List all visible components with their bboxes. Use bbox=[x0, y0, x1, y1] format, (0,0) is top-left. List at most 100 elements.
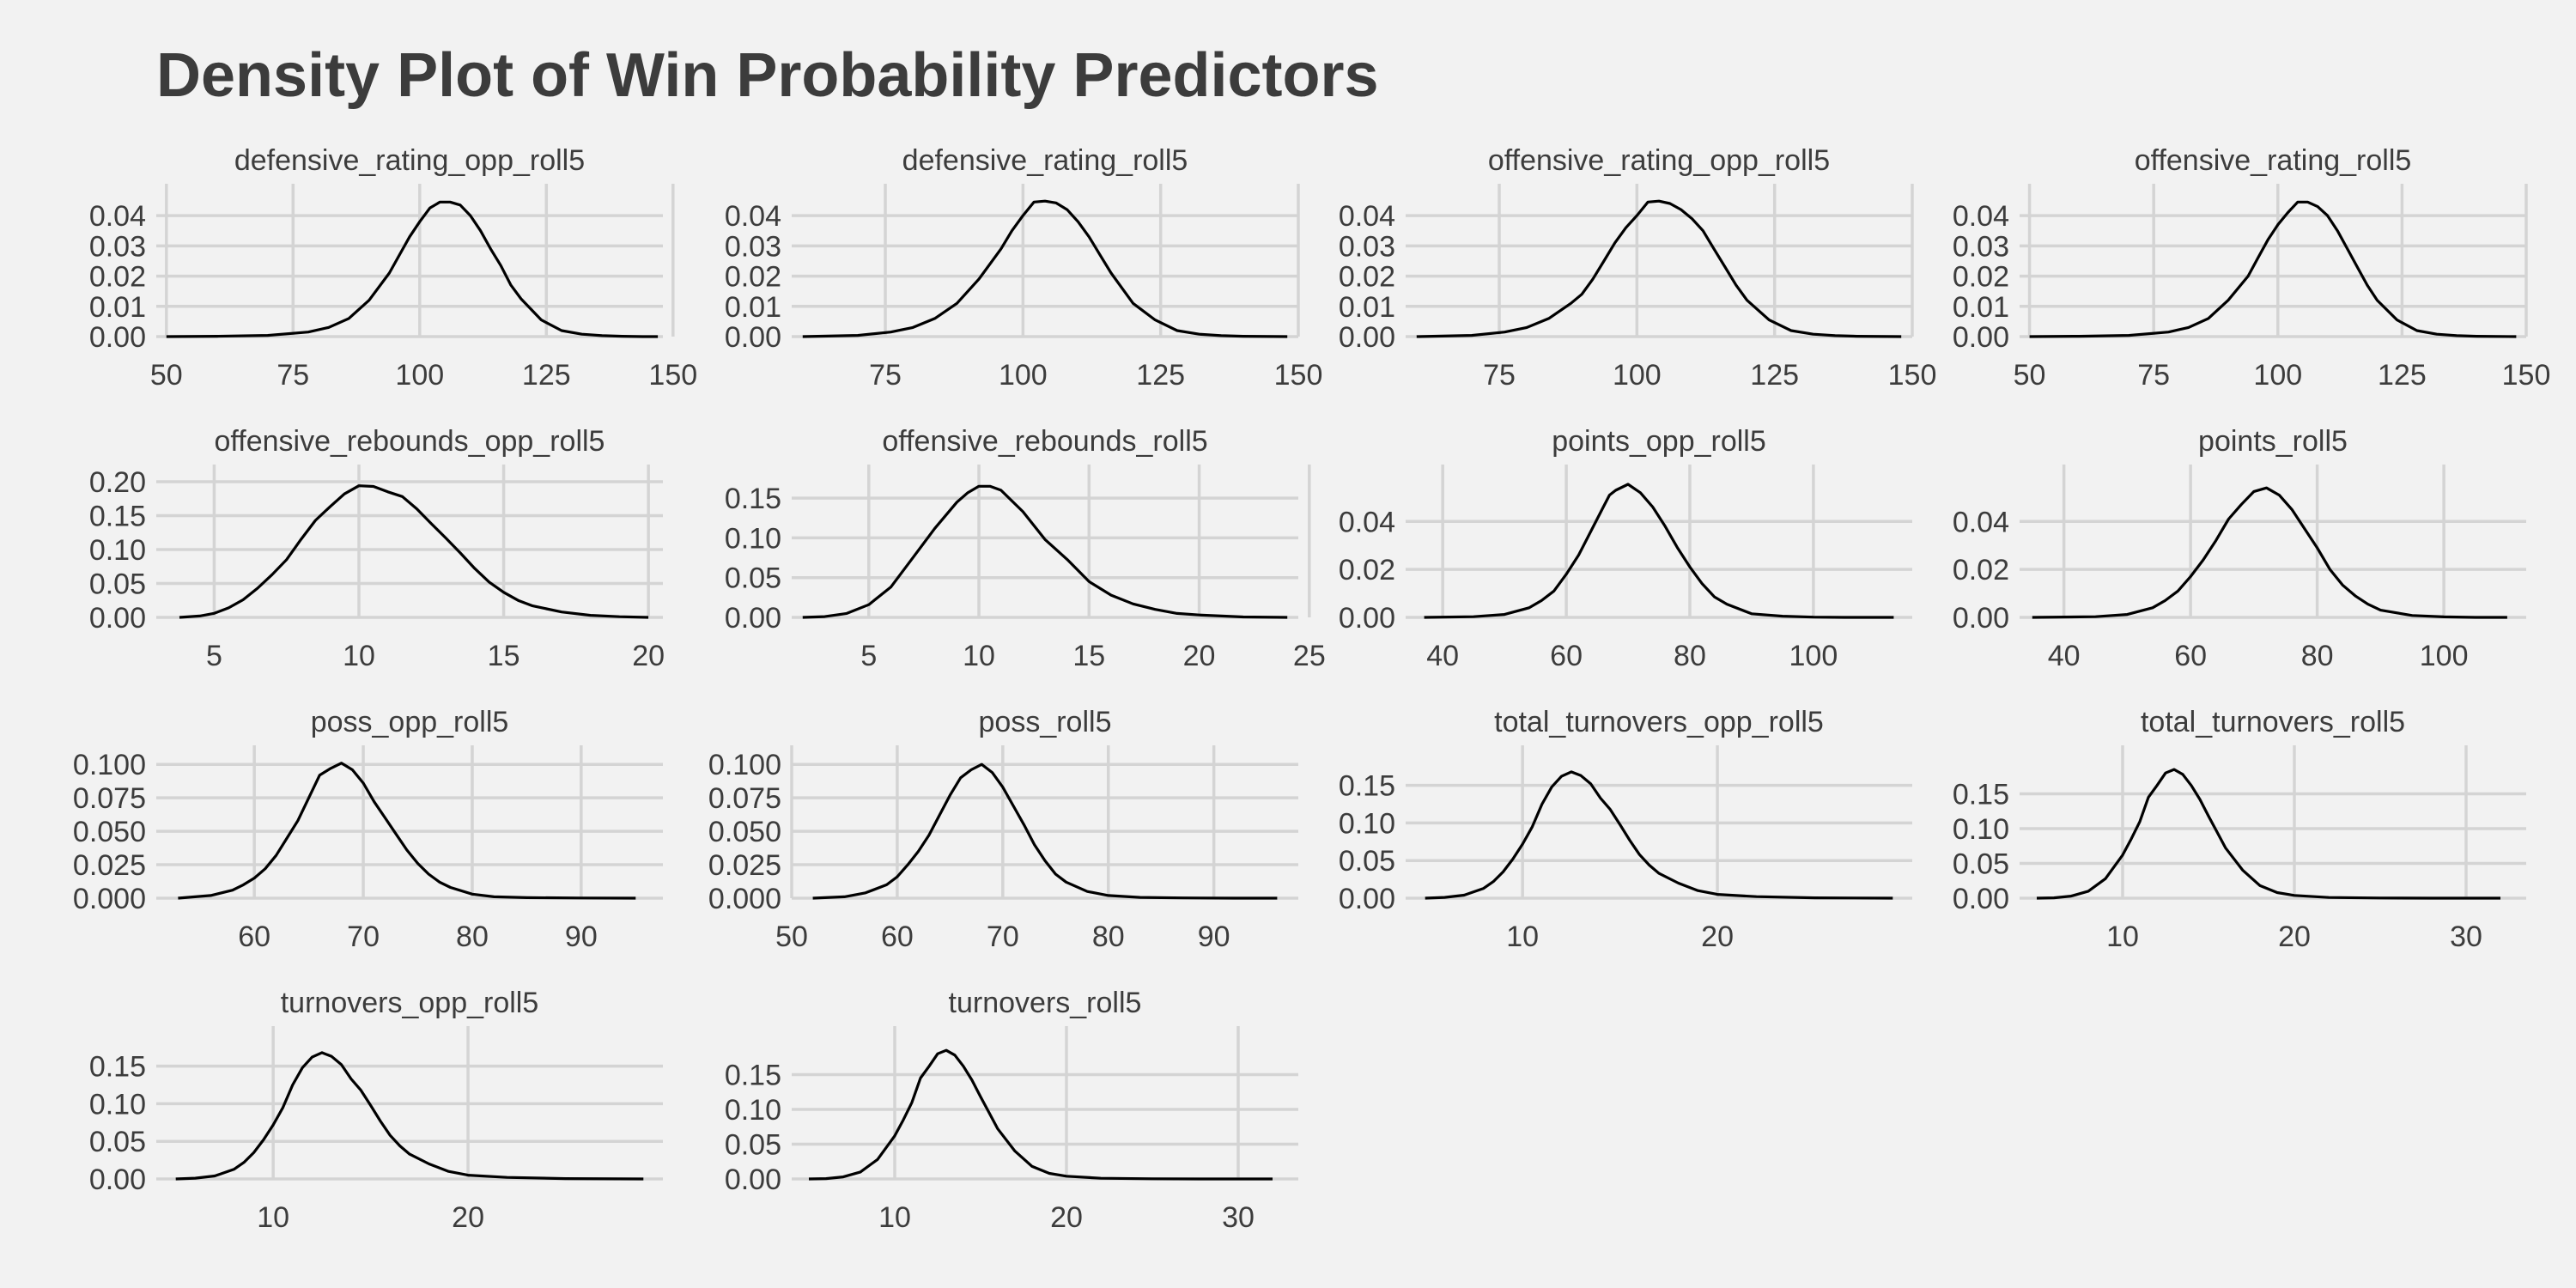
figure-title: Density Plot of Win Probability Predicto… bbox=[156, 41, 1379, 110]
y-tick-label: 0.05 bbox=[1953, 848, 2009, 881]
x-tick-label: 20 bbox=[1701, 920, 1734, 953]
facet-title: offensive_rebounds_roll5 bbox=[882, 425, 1207, 458]
facet-title: defensive_rating_roll5 bbox=[902, 144, 1188, 177]
y-tick-label: 0.05 bbox=[725, 1129, 781, 1162]
x-tick-label: 125 bbox=[1136, 359, 1185, 392]
y-tick-label: 0.00 bbox=[725, 1163, 781, 1196]
x-tick-label: 100 bbox=[2420, 640, 2469, 672]
x-tick-label: 150 bbox=[1274, 359, 1323, 392]
y-tick-label: 0.15 bbox=[1339, 770, 1395, 803]
y-tick-label: 0.10 bbox=[89, 534, 146, 567]
y-tick-label: 0.00 bbox=[89, 1163, 146, 1196]
y-tick-label: 0.04 bbox=[1339, 506, 1395, 538]
x-tick-label: 50 bbox=[150, 359, 183, 392]
density-curve bbox=[175, 1051, 644, 1181]
facet-title: points_roll5 bbox=[2198, 425, 2348, 458]
facet-title: turnovers_roll5 bbox=[949, 987, 1142, 1019]
facet-panel-7: points_opp_roll5 0.00 0.02 0.04 40 60 80 100 bbox=[1339, 425, 1912, 672]
x-tick-label: 125 bbox=[522, 359, 571, 392]
x-tick-label: 10 bbox=[963, 640, 995, 672]
y-tick-label: 0.05 bbox=[89, 1126, 146, 1158]
y-tick-label: 0.10 bbox=[89, 1088, 146, 1121]
y-tick-label: 0.03 bbox=[1953, 230, 2009, 263]
facet-title: offensive_rating_opp_roll5 bbox=[1488, 144, 1830, 177]
facet-title: poss_opp_roll5 bbox=[311, 706, 509, 738]
x-tick-label: 150 bbox=[1888, 359, 1937, 392]
y-tick-label: 0.00 bbox=[1339, 602, 1395, 635]
x-tick-label: 5 bbox=[206, 640, 222, 672]
y-tick-label: 0.00 bbox=[1339, 321, 1395, 354]
x-tick-label: 60 bbox=[2174, 640, 2207, 672]
x-tick-label: 75 bbox=[1483, 359, 1516, 392]
x-tick-label: 75 bbox=[2137, 359, 2170, 392]
facet-title: points_opp_roll5 bbox=[1552, 425, 1766, 458]
x-tick-label: 80 bbox=[456, 920, 489, 953]
x-tick-label: 25 bbox=[1293, 640, 1326, 672]
x-tick-label: 20 bbox=[1050, 1201, 1083, 1234]
x-tick-label: 75 bbox=[869, 359, 902, 392]
facet-title: offensive_rating_roll5 bbox=[2135, 144, 2412, 177]
y-tick-label: 0.04 bbox=[1953, 506, 2009, 538]
y-tick-label: 0.000 bbox=[708, 883, 781, 915]
y-tick-label: 0.02 bbox=[1339, 554, 1395, 586]
y-tick-label: 0.04 bbox=[89, 200, 146, 233]
x-tick-label: 15 bbox=[488, 640, 520, 672]
density-curve bbox=[802, 484, 1288, 619]
y-tick-label: 0.10 bbox=[725, 1094, 781, 1127]
facet-title: poss_roll5 bbox=[979, 706, 1112, 738]
x-tick-label: 20 bbox=[632, 640, 665, 672]
facet-panel-13: turnovers_opp_roll5 0.00 0.05 0.10 0.15 10 20 bbox=[89, 987, 663, 1234]
x-tick-label: 150 bbox=[648, 359, 697, 392]
x-tick-label: 40 bbox=[1426, 640, 1459, 672]
x-tick-label: 90 bbox=[565, 920, 598, 953]
x-tick-label: 20 bbox=[2278, 920, 2311, 953]
y-tick-label: 0.00 bbox=[1953, 883, 2009, 915]
x-tick-label: 20 bbox=[452, 1201, 484, 1234]
facet-panel-5: offensive_rebounds_opp_roll5 0.000.050.10… bbox=[89, 425, 665, 672]
x-tick-label: 100 bbox=[999, 359, 1048, 392]
y-tick-label: 0.000 bbox=[73, 883, 146, 915]
y-tick-label: 0.03 bbox=[725, 230, 781, 263]
facet-panel-8: points_roll5 0.00 0.02 0.04 40 60 80 100 bbox=[1953, 425, 2526, 672]
y-tick-label: 0.04 bbox=[1339, 200, 1395, 233]
x-tick-label: 40 bbox=[2048, 640, 2081, 672]
y-tick-label: 0.15 bbox=[725, 483, 781, 515]
x-tick-label: 10 bbox=[257, 1201, 289, 1234]
x-tick-label: 10 bbox=[343, 640, 375, 672]
y-tick-label: 0.100 bbox=[708, 749, 781, 781]
x-tick-label: 60 bbox=[238, 920, 270, 953]
facet-panel-4: offensive_rating_roll5 0.000.010.020.030.… bbox=[1953, 144, 2551, 392]
y-tick-label: 0.04 bbox=[1953, 200, 2009, 233]
x-tick-label: 100 bbox=[395, 359, 444, 392]
x-tick-label: 75 bbox=[276, 359, 309, 392]
x-tick-label: 60 bbox=[881, 920, 914, 953]
y-tick-label: 0.00 bbox=[89, 321, 146, 354]
y-tick-label: 0.15 bbox=[1953, 779, 2009, 811]
x-tick-label: 100 bbox=[1613, 359, 1662, 392]
x-tick-label: 125 bbox=[1750, 359, 1799, 392]
y-tick-label: 0.075 bbox=[708, 782, 781, 815]
y-tick-label: 0.00 bbox=[725, 602, 781, 635]
facet-title: defensive_rating_opp_roll5 bbox=[234, 144, 585, 177]
y-tick-label: 0.100 bbox=[73, 749, 146, 781]
facet-panel-14: turnovers_roll5 0.000.050.100.15 10 20 30 bbox=[725, 987, 1298, 1234]
y-tick-label: 0.00 bbox=[1953, 602, 2009, 635]
y-tick-label: 0.03 bbox=[1339, 230, 1395, 263]
y-tick-label: 0.02 bbox=[1953, 261, 2009, 294]
facet-panels: defensive_rating_opp_roll50.000.010.020.… bbox=[73, 144, 2550, 1234]
y-tick-label: 0.05 bbox=[89, 568, 146, 600]
density-curve bbox=[166, 200, 659, 338]
y-tick-label: 0.05 bbox=[725, 562, 781, 595]
facet-panel-12: total_turnovers_roll5 0.000.050.100.15 10 2… bbox=[1953, 706, 2526, 953]
y-tick-label: 0.00 bbox=[89, 602, 146, 635]
x-tick-label: 60 bbox=[1550, 640, 1583, 672]
facet-panel-3: offensive_rating_opp_roll50.000.010.020.… bbox=[1339, 144, 1937, 392]
y-tick-label: 0.01 bbox=[725, 291, 781, 324]
y-tick-label: 0.00 bbox=[1339, 883, 1395, 915]
facet-title: total_turnovers_roll5 bbox=[2141, 706, 2405, 738]
x-tick-label: 15 bbox=[1072, 640, 1105, 672]
x-tick-label: 100 bbox=[1789, 640, 1838, 672]
